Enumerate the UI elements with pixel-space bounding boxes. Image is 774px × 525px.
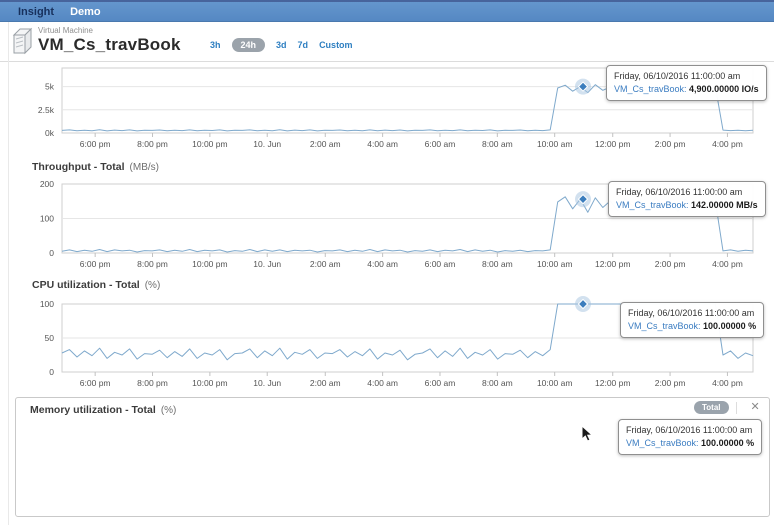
chart-tooltip: Friday, 06/10/2016 11:00:00 am VM_Cs_tra… bbox=[620, 302, 765, 339]
tooltip-date: Friday, 06/10/2016 11:00:00 am bbox=[616, 187, 743, 197]
tooltip-date: Friday, 06/10/2016 11:00:00 am bbox=[626, 425, 753, 435]
svg-text:10:00 am: 10:00 am bbox=[537, 139, 572, 149]
svg-text:100: 100 bbox=[40, 214, 54, 224]
svg-text:10:00 am: 10:00 am bbox=[537, 378, 572, 388]
chart-title: Throughput - Total (MB/s) bbox=[32, 161, 159, 173]
svg-text:2:00 am: 2:00 am bbox=[310, 378, 341, 388]
svg-text:6:00 am: 6:00 am bbox=[425, 259, 456, 269]
chart-iops: 5k 2.5k 0k 6:00 pm 8:00 pm 10:00 pm 10. Jun 2:0… bbox=[0, 62, 774, 158]
tooltip-series: VM_Cs_travBook: bbox=[616, 200, 689, 211]
svg-text:8:00 pm: 8:00 pm bbox=[137, 378, 168, 388]
svg-text:6:00 am: 6:00 am bbox=[425, 378, 456, 388]
svg-text:10. Jun: 10. Jun bbox=[253, 378, 281, 388]
chart-tooltip: Friday, 06/10/2016 11:00:00 am VM_Cs_tra… bbox=[608, 181, 766, 218]
svg-text:10. Jun: 10. Jun bbox=[253, 139, 281, 149]
svg-text:100: 100 bbox=[40, 299, 54, 309]
svg-text:10. Jun: 10. Jun bbox=[253, 259, 281, 269]
svg-text:12:00 pm: 12:00 pm bbox=[595, 139, 630, 149]
svg-text:10:00 pm: 10:00 pm bbox=[192, 139, 227, 149]
svg-text:200: 200 bbox=[40, 179, 54, 189]
svg-text:2:00 pm: 2:00 pm bbox=[655, 378, 686, 388]
tooltip-value: 4,900.00000 IO/s bbox=[689, 84, 759, 95]
virtual-machine-icon bbox=[10, 26, 34, 61]
svg-text:6:00 pm: 6:00 pm bbox=[80, 139, 111, 149]
tooltip-date: Friday, 06/10/2016 11:00:00 am bbox=[628, 308, 755, 318]
chart-memory-utilization: Memory utilization - Total (%) Total 1005… bbox=[0, 397, 774, 517]
svg-text:12:00 pm: 12:00 pm bbox=[595, 378, 630, 388]
tooltip-value: 100.00000 % bbox=[701, 438, 755, 449]
svg-text:8:00 pm: 8:00 pm bbox=[137, 259, 168, 269]
svg-text:10:00 pm: 10:00 pm bbox=[192, 259, 227, 269]
chart-title-text: CPU utilization - Total bbox=[32, 279, 140, 291]
series-total-badge[interactable]: Total bbox=[694, 401, 729, 414]
svg-text:2:00 am: 2:00 am bbox=[310, 259, 341, 269]
time-range-custom[interactable]: Custom bbox=[319, 40, 353, 50]
svg-text:12:00 pm: 12:00 pm bbox=[595, 259, 630, 269]
time-range-selector: 3h 24h 3d 7d Custom bbox=[210, 38, 353, 52]
svg-text:4:00 pm: 4:00 pm bbox=[712, 139, 743, 149]
svg-text:6:00 pm: 6:00 pm bbox=[80, 259, 111, 269]
tooltip-series: VM_Cs_travBook: bbox=[614, 84, 687, 95]
svg-text:4:00 am: 4:00 am bbox=[367, 139, 398, 149]
svg-text:4:00 pm: 4:00 pm bbox=[712, 378, 743, 388]
chart-tooltip: Friday, 06/10/2016 11:00:00 am VM_Cs_tra… bbox=[618, 419, 763, 456]
tooltip-date: Friday, 06/10/2016 11:00:00 am bbox=[614, 71, 741, 81]
tooltip-series: VM_Cs_travBook: bbox=[628, 321, 701, 332]
entity-type-label: Virtual Machine bbox=[38, 26, 93, 35]
svg-text:8:00 am: 8:00 am bbox=[482, 259, 513, 269]
svg-text:8:00 am: 8:00 am bbox=[482, 378, 513, 388]
page-title: VM_Cs_travBook bbox=[38, 35, 181, 54]
svg-text:4:00 am: 4:00 am bbox=[367, 259, 398, 269]
chart-throughput: Throughput - Total (MB/s) 200 100 0 6:00 pm 8… bbox=[0, 158, 774, 272]
svg-text:4:00 am: 4:00 am bbox=[367, 378, 398, 388]
top-navigation-bar: Insight Demo bbox=[0, 0, 774, 22]
time-range-7d[interactable]: 7d bbox=[297, 40, 309, 50]
close-icon[interactable]: ✕ bbox=[750, 401, 760, 413]
svg-text:5k: 5k bbox=[45, 82, 55, 92]
svg-text:4:00 pm: 4:00 pm bbox=[712, 259, 743, 269]
page-left-divider bbox=[8, 22, 9, 525]
chart-plot[interactable]: 5k 2.5k 0k 6:00 pm 8:00 pm 10:00 pm 10. Jun 2:0… bbox=[0, 62, 774, 158]
chart-cpu-utilization: CPU utilization - Total (%) 100 50 0 6:00 pm… bbox=[0, 272, 774, 394]
time-range-3d[interactable]: 3d bbox=[276, 40, 287, 50]
chart-title-text: Throughput - Total bbox=[32, 161, 125, 173]
chart-title-text: Memory utilization - Total bbox=[30, 404, 156, 416]
brand-logo: Insight bbox=[18, 5, 55, 18]
svg-text:10:00 am: 10:00 am bbox=[537, 259, 572, 269]
svg-text:0k: 0k bbox=[45, 128, 55, 138]
svg-text:2:00 pm: 2:00 pm bbox=[655, 139, 686, 149]
svg-text:2.5k: 2.5k bbox=[38, 105, 55, 115]
controls-divider bbox=[735, 401, 737, 414]
svg-text:8:00 pm: 8:00 pm bbox=[137, 139, 168, 149]
svg-text:0: 0 bbox=[49, 248, 54, 258]
svg-text:8:00 am: 8:00 am bbox=[482, 139, 513, 149]
chart-tooltip: Friday, 06/10/2016 11:00:00 am VM_Cs_tra… bbox=[606, 65, 767, 102]
svg-text:0: 0 bbox=[49, 367, 54, 377]
chart-title: Memory utilization - Total (%) bbox=[30, 404, 176, 416]
svg-text:50: 50 bbox=[45, 333, 55, 343]
nav-item-demo[interactable]: Demo bbox=[70, 5, 101, 18]
svg-text:6:00 pm: 6:00 pm bbox=[80, 378, 111, 388]
tooltip-value: 142.00000 MB/s bbox=[691, 200, 758, 211]
tooltip-value: 100.00000 % bbox=[703, 321, 757, 332]
chart-unit-label: (MB/s) bbox=[129, 162, 159, 173]
chart-unit-label: (%) bbox=[144, 280, 161, 291]
memory-panel-frame[interactable] bbox=[15, 397, 770, 517]
time-range-24h[interactable]: 24h bbox=[231, 38, 266, 52]
svg-text:2:00 am: 2:00 am bbox=[310, 139, 341, 149]
time-range-3h[interactable]: 3h bbox=[210, 40, 221, 50]
chart-plot[interactable]: 200 100 0 6:00 pm 8:00 pm 10:00 pm 10. Jun 2:00… bbox=[0, 158, 774, 272]
chart-plot[interactable] bbox=[0, 397, 300, 525]
chart-unit-label: (%) bbox=[160, 405, 177, 416]
chart-title: CPU utilization - Total (%) bbox=[32, 279, 160, 291]
page-header: Virtual Machine VM_Cs_travBook 3h 24h 3d… bbox=[0, 22, 774, 62]
mouse-cursor bbox=[581, 424, 595, 447]
svg-text:6:00 am: 6:00 am bbox=[425, 139, 456, 149]
svg-text:10:00 pm: 10:00 pm bbox=[192, 378, 227, 388]
svg-text:2:00 pm: 2:00 pm bbox=[655, 259, 686, 269]
tooltip-series: VM_Cs_travBook: bbox=[626, 438, 699, 449]
